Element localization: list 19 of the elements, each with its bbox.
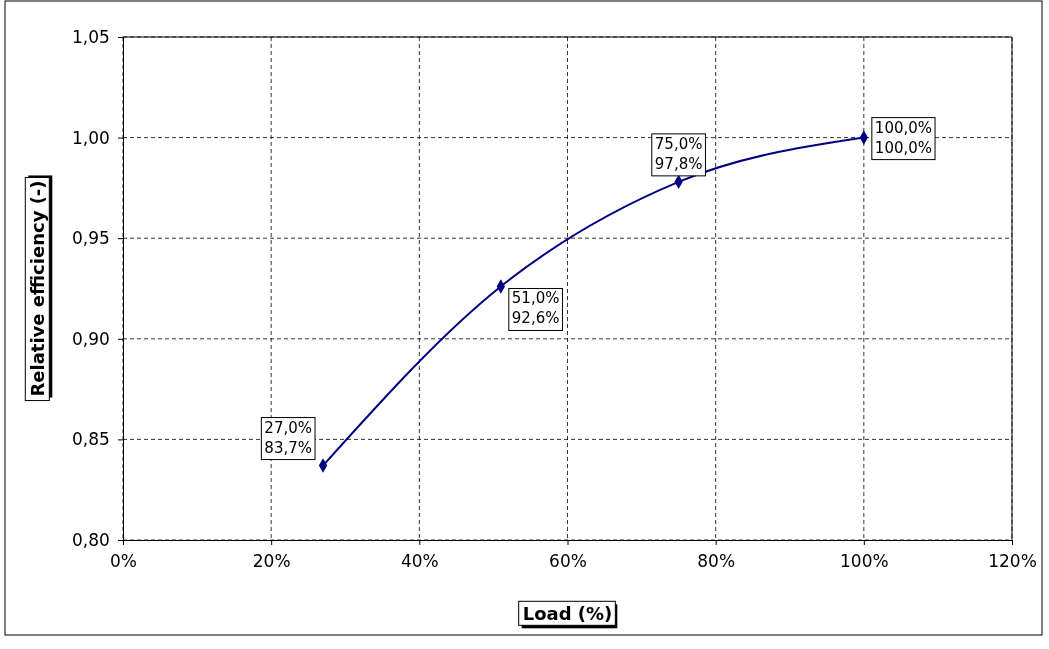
y-tick-label: 1,00	[72, 127, 110, 148]
x-tick-label: 120%	[988, 550, 1037, 571]
y-tick-label: 0,80	[72, 529, 110, 550]
x-tick-label: 20%	[252, 550, 291, 571]
x-tick-label: 40%	[400, 550, 439, 571]
y-tick-label: 1,05	[72, 26, 110, 47]
data-label: 75,0% 97,8%	[654, 134, 703, 173]
y-tick-label: 0,90	[72, 328, 110, 349]
data-label: 51,0% 92,6%	[511, 289, 560, 328]
data-label: 100,0% 100,0%	[874, 118, 933, 157]
x-tick-label: 100%	[840, 550, 889, 571]
x-tick-label: 60%	[549, 550, 587, 571]
x-axis-title: Load (%)	[522, 603, 613, 625]
y-tick-label: 0,95	[72, 228, 110, 249]
y-tick-label: 0,85	[72, 429, 110, 450]
x-tick-label: 80%	[697, 550, 736, 571]
x-tick-label: 0%	[110, 550, 137, 571]
data-label: 27,0% 83,7%	[264, 418, 313, 457]
y-axis-title: Relative efficiency (-)	[27, 180, 49, 397]
